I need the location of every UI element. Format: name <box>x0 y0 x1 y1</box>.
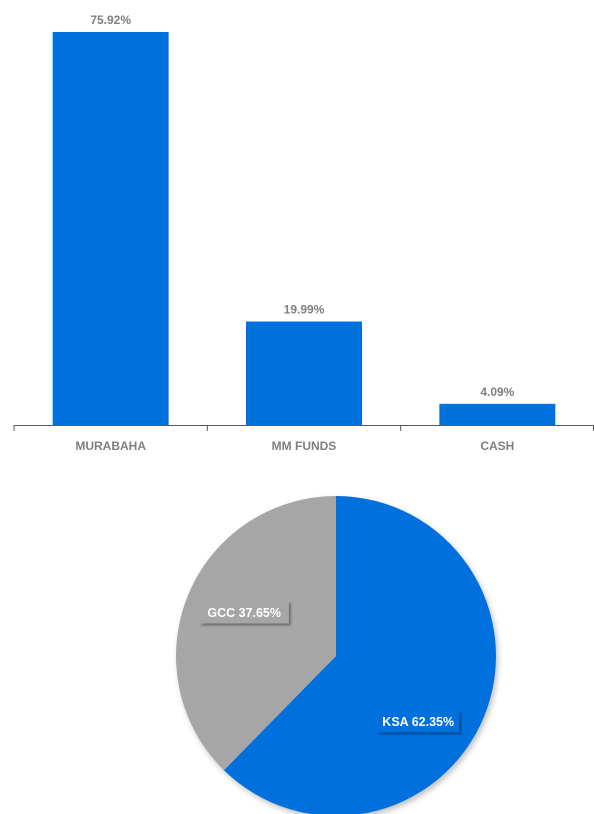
bar-murabaha <box>52 32 169 425</box>
bar-value-label: 19.99% <box>284 303 325 317</box>
x-axis <box>13 425 594 431</box>
pie-label-gcc: GCC 37.65% <box>199 601 289 624</box>
pie-series <box>176 496 496 814</box>
pie-slice-ksa <box>223 496 496 814</box>
bar-value-labels: 75.92% 19.99% 4.09% <box>90 13 514 399</box>
bar-value-label: 75.92% <box>90 13 131 27</box>
pie-label-text: GCC 37.65% <box>207 606 281 620</box>
pie-chart: KSA 62.35% GCC 37.65% <box>176 496 496 814</box>
x-axis-tick-labels: MURABAHA MM FUNDS CASH <box>75 439 514 453</box>
pie-label-ksa: KSA 62.35% <box>377 710 460 733</box>
bar-chart: 75.92% 19.99% 4.09% MURABAHA MM FUNDS CASH <box>13 13 594 453</box>
pie-label-box <box>199 601 289 624</box>
x-tick-label: MURABAHA <box>75 439 146 453</box>
pie-label-text: KSA 62.35% <box>382 715 454 729</box>
bar-mm-funds <box>246 321 362 425</box>
bar-cash <box>439 403 556 425</box>
bar-value-label: 4.09% <box>480 385 514 399</box>
x-tick-label: CASH <box>480 439 514 453</box>
pie-slice-gcc <box>176 496 336 771</box>
x-tick-label: MM FUNDS <box>272 439 337 453</box>
pie-label-box <box>377 710 460 733</box>
bar-series <box>52 32 556 425</box>
pie-data-labels: KSA 62.35% GCC 37.65% <box>199 601 460 733</box>
